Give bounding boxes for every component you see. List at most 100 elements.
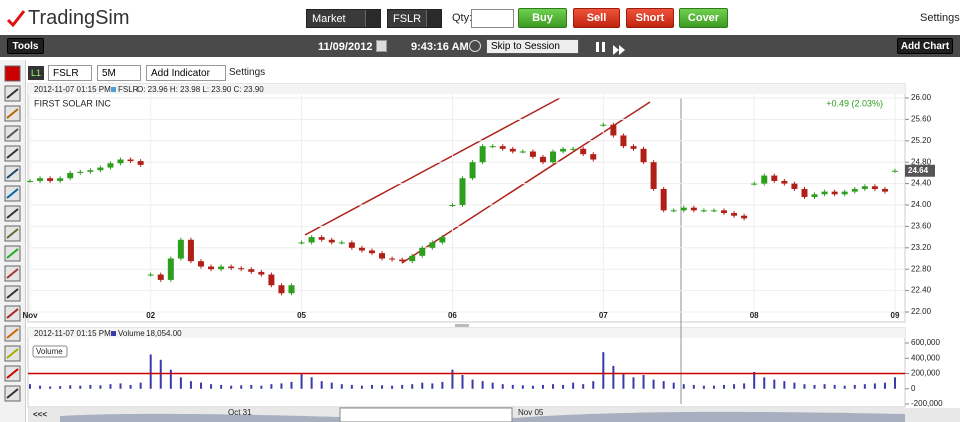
volume-bar xyxy=(310,377,313,389)
volume-bar xyxy=(401,384,404,389)
candle xyxy=(590,154,597,160)
buy-button[interactable]: Buy xyxy=(518,8,567,28)
candle xyxy=(610,124,617,136)
volume-bar xyxy=(632,377,635,389)
volume-bar xyxy=(833,384,836,389)
pause-button[interactable] xyxy=(596,42,605,52)
candle xyxy=(429,242,436,248)
candle xyxy=(600,124,607,126)
volume-bar xyxy=(552,384,555,389)
y-tick-label: 25.60 xyxy=(911,115,932,124)
trend-line[interactable] xyxy=(304,97,561,236)
volume-bar xyxy=(612,365,615,389)
add-chart-button[interactable]: Add Chart xyxy=(897,38,953,54)
chart-settings[interactable]: Settings xyxy=(229,67,266,78)
candle xyxy=(650,162,657,189)
y-tick-label: 24.00 xyxy=(911,200,932,209)
interval-select[interactable]: 5M xyxy=(97,65,141,81)
candle xyxy=(560,148,567,152)
y-tick-label: 22.40 xyxy=(911,286,932,295)
candle xyxy=(177,239,184,259)
y-tick-label: -200,000 xyxy=(911,399,943,408)
navigator-back[interactable]: <<< xyxy=(33,410,47,419)
candle xyxy=(117,159,124,164)
sell-button[interactable]: Sell xyxy=(573,8,620,28)
tool-glyph xyxy=(6,148,19,159)
navigator-window[interactable] xyxy=(339,407,513,422)
candle xyxy=(449,205,456,206)
candle xyxy=(700,210,707,212)
volume-bar xyxy=(79,385,82,389)
y-tick-label: 22.80 xyxy=(911,264,932,273)
volume-info-time: 2012-11-07 01:15 PM xyxy=(34,329,111,338)
volume-bar xyxy=(340,384,343,389)
settings-link[interactable]: Settings xyxy=(920,12,960,24)
tool-glyph xyxy=(6,308,19,319)
candle xyxy=(57,178,64,181)
candle xyxy=(570,148,577,150)
y-tick-label: 0 xyxy=(911,384,916,393)
price-info-symbol: FSLR xyxy=(118,85,139,94)
tool-glyph xyxy=(6,68,19,79)
candle xyxy=(419,247,426,256)
candle xyxy=(338,242,345,244)
symbol-select[interactable]: FSLR xyxy=(387,9,442,28)
candle xyxy=(187,239,194,262)
volume-bar xyxy=(712,385,715,389)
volume-bar xyxy=(169,369,172,389)
info-swatch xyxy=(111,87,116,92)
y-tick-label: 24.40 xyxy=(911,179,932,188)
order-type-select[interactable]: Market xyxy=(306,9,381,28)
skip-select[interactable]: Skip to Session xyxy=(486,39,579,54)
y-tick-label: 26.00 xyxy=(911,93,932,102)
candle xyxy=(248,269,255,272)
candle xyxy=(499,146,506,149)
volume-bar xyxy=(773,379,776,389)
forward-button[interactable] xyxy=(613,42,625,55)
cover-button[interactable]: Cover xyxy=(679,8,728,28)
volume-bar xyxy=(360,385,363,389)
volume-panel xyxy=(27,327,906,408)
y-tick-label: 23.60 xyxy=(911,222,932,231)
volume-bar xyxy=(300,373,303,389)
volume-bar xyxy=(481,381,484,389)
volume-bar xyxy=(109,384,112,389)
volume-bar xyxy=(813,384,816,389)
sim-date: 11/09/2012 xyxy=(318,41,373,53)
candle xyxy=(208,266,215,270)
candle xyxy=(761,175,768,184)
volume-info-name: Volume xyxy=(118,329,145,338)
price-change: +0.49 (2.03%) xyxy=(826,98,883,108)
qty-input[interactable] xyxy=(471,9,514,28)
add-indicator-select[interactable]: Add Indicator xyxy=(146,65,226,81)
volume-bar xyxy=(562,384,565,389)
volume-bar xyxy=(873,383,876,389)
tool-glyph xyxy=(6,168,19,179)
candle xyxy=(459,178,466,205)
candle xyxy=(630,146,637,149)
volume-bar xyxy=(129,384,132,389)
chart-symbol-input[interactable]: FSLR xyxy=(48,65,92,81)
volume-bar xyxy=(702,385,705,389)
splitter[interactable] xyxy=(455,324,469,327)
candle xyxy=(358,247,365,251)
tool-icons-svg xyxy=(4,65,21,402)
calendar-icon[interactable] xyxy=(376,40,387,52)
volume-bar xyxy=(803,384,806,389)
trend-line[interactable] xyxy=(401,101,651,264)
y-tick-label: 25.20 xyxy=(911,136,932,145)
tools-button[interactable]: Tools xyxy=(7,38,44,54)
candle xyxy=(861,186,868,189)
x-tick-label: 02 xyxy=(146,311,155,320)
tool-glyph xyxy=(6,128,19,139)
volume-bar xyxy=(29,384,31,389)
volume-bar xyxy=(783,381,786,389)
short-button[interactable]: Short xyxy=(626,8,674,28)
volume-bar xyxy=(381,385,384,389)
candle xyxy=(550,151,557,163)
level-badge[interactable]: L1 xyxy=(28,66,44,80)
tool-glyph xyxy=(6,288,19,299)
candle xyxy=(811,194,818,197)
candle xyxy=(238,268,245,270)
candle xyxy=(731,213,738,216)
